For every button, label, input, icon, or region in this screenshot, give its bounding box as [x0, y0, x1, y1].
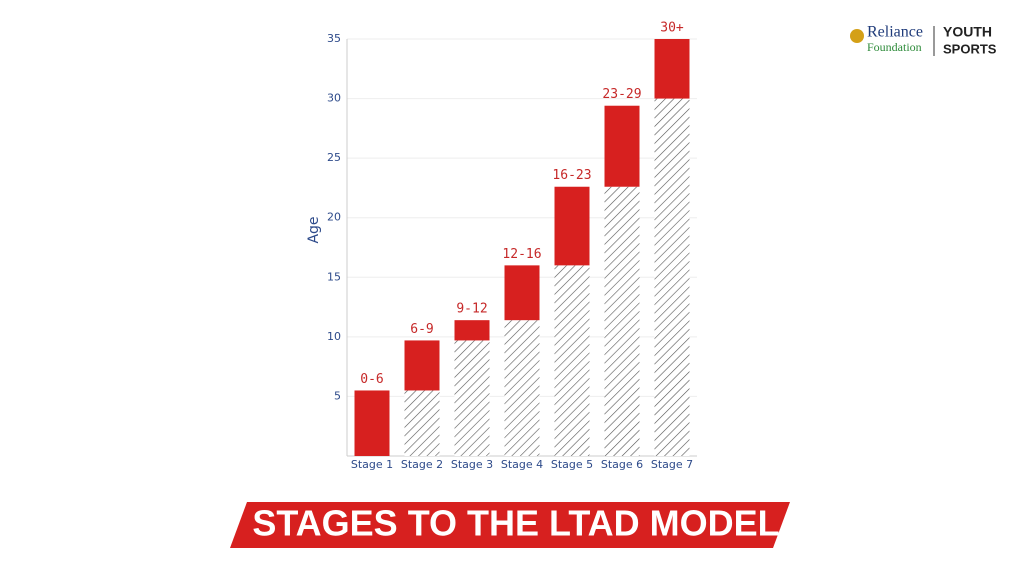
y-tick-label: 25 [327, 151, 341, 164]
banner-title: 7 STAGES TO THE LTAD MODEL [222, 503, 779, 544]
logo-icon [850, 29, 864, 43]
x-tick-label: Stage 7 [651, 458, 693, 471]
y-axis-label: Age [306, 216, 322, 243]
y-tick-label: 15 [327, 270, 341, 283]
bar-segment [504, 320, 540, 456]
bar-segment [654, 39, 690, 99]
bar-segment [654, 98, 690, 457]
x-tick-label: Stage 6 [601, 458, 643, 471]
bar-segment [504, 265, 540, 321]
x-tick-label: Stage 1 [351, 458, 393, 471]
stage-age-label: 9-12 [456, 302, 487, 317]
bar-segment [404, 340, 440, 391]
y-tick-label: 5 [334, 389, 341, 402]
bar-segment [554, 265, 590, 456]
bar-segment [454, 320, 490, 341]
x-tick-label: Stage 3 [451, 458, 493, 471]
y-tick-label: 35 [327, 32, 341, 45]
logo: Reliance Foundation YOUTH SPORTS [850, 24, 997, 56]
logo-sub: Foundation [867, 40, 922, 54]
x-tick-label: Stage 4 [501, 458, 543, 471]
y-tick-label: 20 [327, 211, 341, 224]
y-tick-label: 30 [327, 92, 341, 105]
banner-bg [230, 502, 790, 548]
bar-segment [554, 186, 590, 266]
stage-age-label: 6-9 [410, 322, 433, 337]
stage-age-label: 23-29 [602, 87, 641, 102]
stage-age-label: 0-6 [360, 372, 383, 387]
bar-segment [454, 340, 490, 456]
bar-segment [604, 105, 640, 187]
bar-segment [604, 186, 640, 457]
stage-age-label: 12-16 [502, 247, 541, 262]
x-tick-label: Stage 5 [551, 458, 593, 471]
logo-line1: YOUTH [943, 24, 992, 40]
stage-age-label: 30+ [660, 21, 684, 36]
x-tick-label: Stage 2 [401, 458, 443, 471]
bar-segment [354, 390, 390, 456]
logo-brand: Reliance [867, 24, 923, 41]
y-tick-label: 10 [327, 330, 341, 343]
bar-segment [404, 390, 440, 456]
stage-age-label: 16-23 [552, 168, 591, 183]
logo-line2: SPORTS [943, 41, 997, 56]
